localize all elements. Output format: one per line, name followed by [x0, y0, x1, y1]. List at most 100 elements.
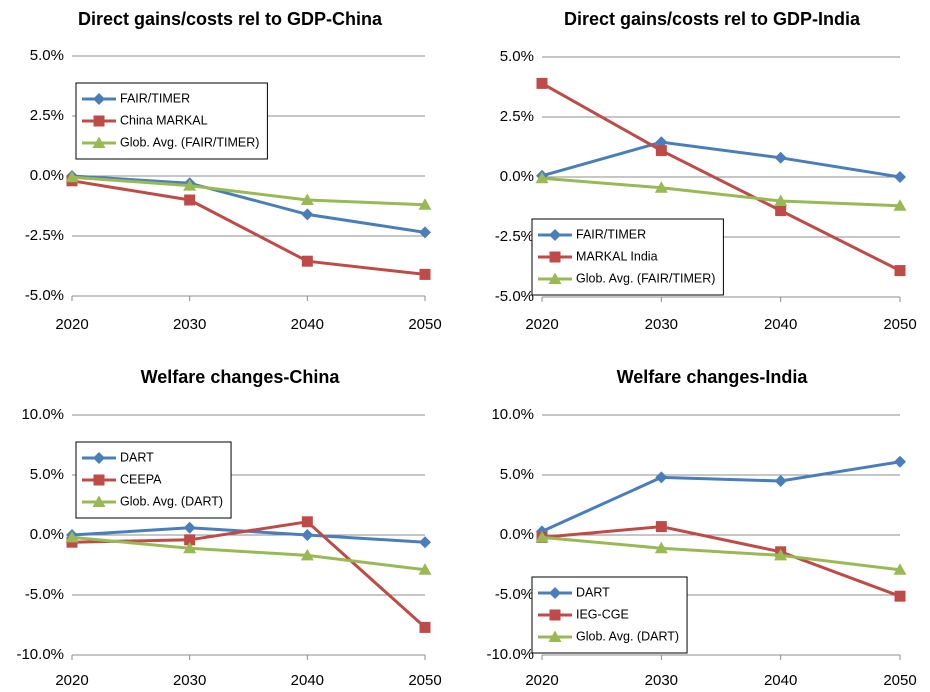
x-tick-label: 2050 [408, 316, 441, 333]
y-tick-label: 2.5% [30, 107, 64, 124]
y-tick-label: 5.0% [500, 466, 534, 483]
y-tick-label: 0.0% [500, 168, 534, 185]
marker [536, 77, 548, 89]
y-tick-label: -5.0% [495, 586, 534, 603]
legend-marker [93, 452, 105, 464]
marker [301, 516, 313, 528]
y-tick-label: -2.5% [25, 227, 64, 244]
y-tick-label: 10.0% [491, 406, 534, 423]
chart-title: Direct gains/costs rel to GDP-India [564, 9, 861, 29]
legend-label: Glob. Avg. (FAIR/TIMER) [120, 135, 259, 149]
marker [183, 521, 196, 534]
marker [894, 455, 906, 468]
chart-title: Direct gains/costs rel to GDP-China [78, 9, 383, 29]
marker [419, 621, 431, 633]
legend-marker [93, 93, 105, 105]
y-tick-label: 0.0% [500, 526, 534, 543]
marker [655, 145, 667, 157]
legend-marker [548, 630, 562, 642]
marker [893, 563, 907, 575]
marker [301, 208, 314, 221]
chart-panel: -10.0% -5.0% 0.0% 5.0% 10.0% 2020 2030 2040 2050… [16, 367, 441, 689]
legend-marker [549, 229, 561, 241]
x-tick-label: 2020 [525, 316, 558, 333]
marker [419, 536, 431, 549]
legend-label: DART [576, 585, 610, 599]
marker [894, 265, 906, 277]
series-line [71, 174, 426, 234]
marker [183, 541, 197, 554]
legend-label: Glob. Avg. (FAIR/TIMER) [576, 271, 715, 285]
legend-marker [92, 136, 106, 148]
x-tick-label: 2030 [173, 316, 206, 333]
marker [535, 530, 549, 543]
chart-panel: -5.0% -2.5% 0.0% 2.5% 5.0% 2020 2030 2040 2050 Di… [495, 9, 917, 333]
marker [774, 475, 787, 487]
marker [894, 590, 906, 602]
legend-marker [549, 587, 561, 599]
series-line [541, 82, 901, 272]
marker [654, 541, 668, 554]
x-tick-label: 2040 [764, 316, 797, 333]
series-line [541, 525, 901, 598]
marker [65, 530, 79, 543]
x-tick-label: 2040 [291, 316, 324, 333]
legend: FAIR/TIMER China MARKAL Glob. Avg. (FAIR/T… [75, 82, 268, 160]
marker [418, 198, 432, 210]
series-line [541, 460, 901, 533]
legend-label: China MARKAL [120, 113, 208, 127]
legend-label: Glob. Avg. (DART) [576, 629, 679, 643]
marker [655, 521, 667, 533]
series-line [71, 520, 427, 629]
series-line [541, 535, 901, 572]
series-line [71, 179, 426, 276]
series-line [71, 535, 426, 572]
y-tick-label: 5.0% [30, 466, 64, 483]
legend-label: CEEPA [120, 472, 162, 486]
y-tick-label: 2.5% [500, 108, 534, 125]
marker [65, 170, 79, 183]
x-tick-label: 2050 [883, 672, 916, 689]
legend-marker [93, 474, 105, 486]
y-tick-label: 0.0% [30, 526, 64, 543]
marker [774, 548, 788, 561]
legend: FAIR/TIMER MARKAL India Glob. Avg. (FAIR/T… [531, 218, 724, 296]
legend-marker [92, 495, 106, 507]
series-line [541, 140, 901, 179]
marker [184, 534, 196, 546]
legend-label: DART [120, 450, 154, 464]
chart-title: Welfare changes-China [141, 367, 341, 387]
marker [419, 268, 431, 280]
x-tick-label: 2020 [55, 316, 88, 333]
y-tick-label: -5.0% [25, 586, 64, 603]
marker [774, 194, 788, 206]
y-tick-label: 10.0% [21, 406, 64, 423]
series-line [71, 175, 426, 207]
x-tick-label: 2040 [764, 672, 797, 689]
marker [300, 548, 314, 561]
x-tick-label: 2020 [55, 672, 88, 689]
legend-label: Glob. Avg. (DART) [120, 494, 223, 508]
legend-marker [549, 251, 561, 263]
x-tick-label: 2020 [525, 672, 558, 689]
marker [894, 171, 906, 183]
marker [183, 179, 197, 191]
marker [300, 193, 314, 205]
y-tick-label: 0.0% [30, 167, 64, 184]
x-tick-label: 2030 [645, 672, 678, 689]
marker [535, 171, 549, 184]
series-line [541, 176, 901, 208]
legend-label: IEG-CGE [576, 607, 629, 621]
marker [893, 199, 907, 211]
legend-marker [93, 115, 105, 127]
x-tick-label: 2030 [173, 672, 206, 689]
y-tick-label: 5.0% [500, 48, 534, 65]
y-tick-label: 5.0% [30, 47, 64, 64]
marker [775, 205, 787, 217]
marker [655, 471, 668, 484]
marker [301, 529, 314, 541]
y-tick-label: -5.0% [25, 287, 64, 304]
x-tick-label: 2050 [883, 316, 916, 333]
legend: DART CEEPA Glob. Avg. (DART) [75, 441, 232, 519]
